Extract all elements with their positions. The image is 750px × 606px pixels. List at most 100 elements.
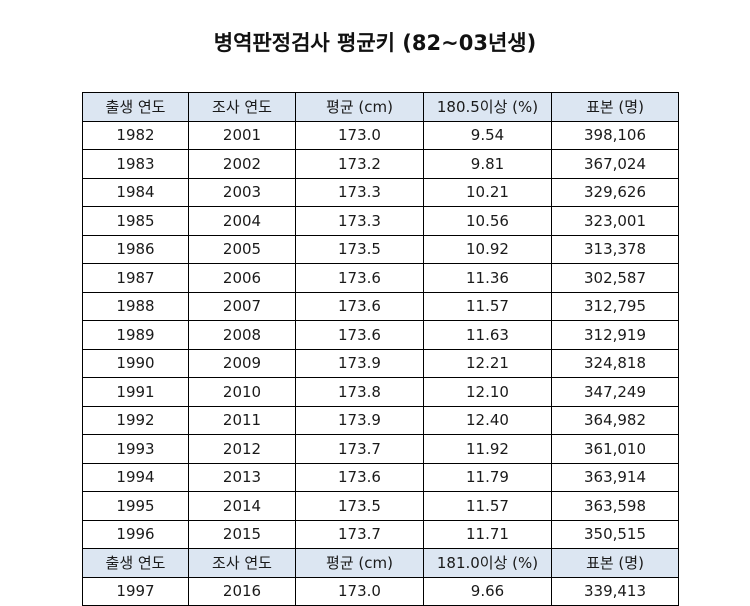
cell-birth-year: 1991: [82, 377, 189, 407]
cell-average-height: 173.5: [295, 491, 424, 521]
cell-survey-year: 2003: [188, 177, 296, 207]
cell-birth-year: 1984: [82, 177, 189, 207]
cell-over-threshold-percent: 9.54: [423, 120, 552, 150]
cell-average-height: 173.6: [295, 291, 424, 321]
cell-average-height: 173.3: [295, 206, 424, 236]
cell-birth-year: 1987: [82, 263, 189, 293]
table-row: 1983 2002 173.2 9.81 367,024: [82, 149, 679, 179]
cell-over-threshold-percent: 12.40: [423, 405, 552, 435]
table-row: 1997 2016 173.0 9.66 339,413: [82, 576, 679, 606]
table-row: 1989 2008 173.6 11.63 312,919: [82, 320, 679, 350]
cell-over-threshold-percent: 11.57: [423, 291, 552, 321]
cell-birth-year: 1983: [82, 149, 189, 179]
table-row: 1991 2010 173.8 12.10 347,249: [82, 377, 679, 407]
cell-over-threshold-percent: 12.10: [423, 377, 552, 407]
table-body-2: 1997 2016 173.0 9.66 339,413: [82, 576, 679, 606]
cell-birth-year: 1995: [82, 491, 189, 521]
header-birth-year: 출생 연도: [82, 548, 189, 578]
cell-sample-size: 324,818: [551, 348, 679, 378]
header-over-threshold-percent: 180.5이상 (%): [423, 92, 552, 122]
cell-survey-year: 2006: [188, 263, 296, 293]
table-row: 1984 2003 173.3 10.21 329,626: [82, 177, 679, 207]
cell-birth-year: 1997: [82, 576, 189, 606]
cell-survey-year: 2014: [188, 491, 296, 521]
header-sample-size: 표본 (명): [551, 92, 679, 122]
cell-survey-year: 2001: [188, 120, 296, 150]
cell-over-threshold-percent: 10.92: [423, 234, 552, 264]
cell-survey-year: 2015: [188, 519, 296, 549]
header-over-threshold-percent: 181.0이상 (%): [423, 548, 552, 578]
cell-average-height: 173.9: [295, 348, 424, 378]
header-average-height: 평균 (cm): [295, 92, 424, 122]
cell-survey-year: 2007: [188, 291, 296, 321]
cell-sample-size: 313,378: [551, 234, 679, 264]
cell-sample-size: 329,626: [551, 177, 679, 207]
cell-average-height: 173.5: [295, 234, 424, 264]
cell-average-height: 173.9: [295, 405, 424, 435]
cell-sample-size: 363,914: [551, 462, 679, 492]
table-row: 1985 2004 173.3 10.56 323,001: [82, 206, 679, 236]
header-birth-year: 출생 연도: [82, 92, 189, 122]
table-row: 1986 2005 173.5 10.92 313,378: [82, 234, 679, 264]
cell-average-height: 173.7: [295, 519, 424, 549]
cell-over-threshold-percent: 11.92: [423, 434, 552, 464]
cell-survey-year: 2016: [188, 576, 296, 606]
header-sample-size: 표본 (명): [551, 548, 679, 578]
cell-survey-year: 2013: [188, 462, 296, 492]
cell-over-threshold-percent: 12.21: [423, 348, 552, 378]
cell-sample-size: 398,106: [551, 120, 679, 150]
cell-survey-year: 2011: [188, 405, 296, 435]
table-row: 1993 2012 173.7 11.92 361,010: [82, 434, 679, 464]
cell-over-threshold-percent: 11.36: [423, 263, 552, 293]
table-row: 1990 2009 173.9 12.21 324,818: [82, 348, 679, 378]
table-subheader: 출생 연도 조사 연도 평균 (cm) 181.0이상 (%) 표본 (명): [82, 548, 679, 578]
header-survey-year: 조사 연도: [188, 92, 296, 122]
cell-over-threshold-percent: 10.56: [423, 206, 552, 236]
cell-sample-size: 350,515: [551, 519, 679, 549]
table-row: 1992 2011 173.9 12.40 364,982: [82, 405, 679, 435]
cell-average-height: 173.8: [295, 377, 424, 407]
cell-sample-size: 361,010: [551, 434, 679, 464]
table-row: 1996 2015 173.7 11.71 350,515: [82, 519, 679, 549]
cell-average-height: 173.6: [295, 263, 424, 293]
table-header: 출생 연도 조사 연도 평균 (cm) 180.5이상 (%) 표본 (명): [82, 92, 679, 122]
cell-over-threshold-percent: 11.57: [423, 491, 552, 521]
cell-birth-year: 1988: [82, 291, 189, 321]
cell-birth-year: 1994: [82, 462, 189, 492]
cell-average-height: 173.3: [295, 177, 424, 207]
table-body: 1982 2001 173.0 9.54 398,106 1983 2002 173.2 9.8…: [82, 120, 679, 549]
cell-average-height: 173.0: [295, 576, 424, 606]
cell-average-height: 173.6: [295, 462, 424, 492]
cell-birth-year: 1993: [82, 434, 189, 464]
cell-birth-year: 1989: [82, 320, 189, 350]
table-row: 1987 2006 173.6 11.36 302,587: [82, 263, 679, 293]
cell-sample-size: 364,982: [551, 405, 679, 435]
cell-survey-year: 2010: [188, 377, 296, 407]
page-title: 병역판정검사 평균키 (82~03년생): [213, 31, 537, 55]
cell-survey-year: 2004: [188, 206, 296, 236]
cell-over-threshold-percent: 11.63: [423, 320, 552, 350]
cell-survey-year: 2009: [188, 348, 296, 378]
cell-over-threshold-percent: 10.21: [423, 177, 552, 207]
table-row: 1994 2013 173.6 11.79 363,914: [82, 462, 679, 492]
table-row: 1988 2007 173.6 11.57 312,795: [82, 291, 679, 321]
cell-birth-year: 1990: [82, 348, 189, 378]
header-average-height: 평균 (cm): [295, 548, 424, 578]
cell-over-threshold-percent: 9.66: [423, 576, 552, 606]
cell-survey-year: 2012: [188, 434, 296, 464]
cell-sample-size: 323,001: [551, 206, 679, 236]
cell-sample-size: 302,587: [551, 263, 679, 293]
cell-average-height: 173.2: [295, 149, 424, 179]
cell-birth-year: 1982: [82, 120, 189, 150]
cell-sample-size: 363,598: [551, 491, 679, 521]
cell-survey-year: 2008: [188, 320, 296, 350]
cell-average-height: 173.0: [295, 120, 424, 150]
cell-sample-size: 312,919: [551, 320, 679, 350]
cell-average-height: 173.7: [295, 434, 424, 464]
cell-over-threshold-percent: 9.81: [423, 149, 552, 179]
cell-over-threshold-percent: 11.79: [423, 462, 552, 492]
cell-survey-year: 2005: [188, 234, 296, 264]
height-statistics-table: 출생 연도 조사 연도 평균 (cm) 180.5이상 (%) 표본 (명) 1…: [82, 92, 679, 606]
cell-sample-size: 347,249: [551, 377, 679, 407]
header-row: 출생 연도 조사 연도 평균 (cm) 180.5이상 (%) 표본 (명): [82, 92, 679, 122]
